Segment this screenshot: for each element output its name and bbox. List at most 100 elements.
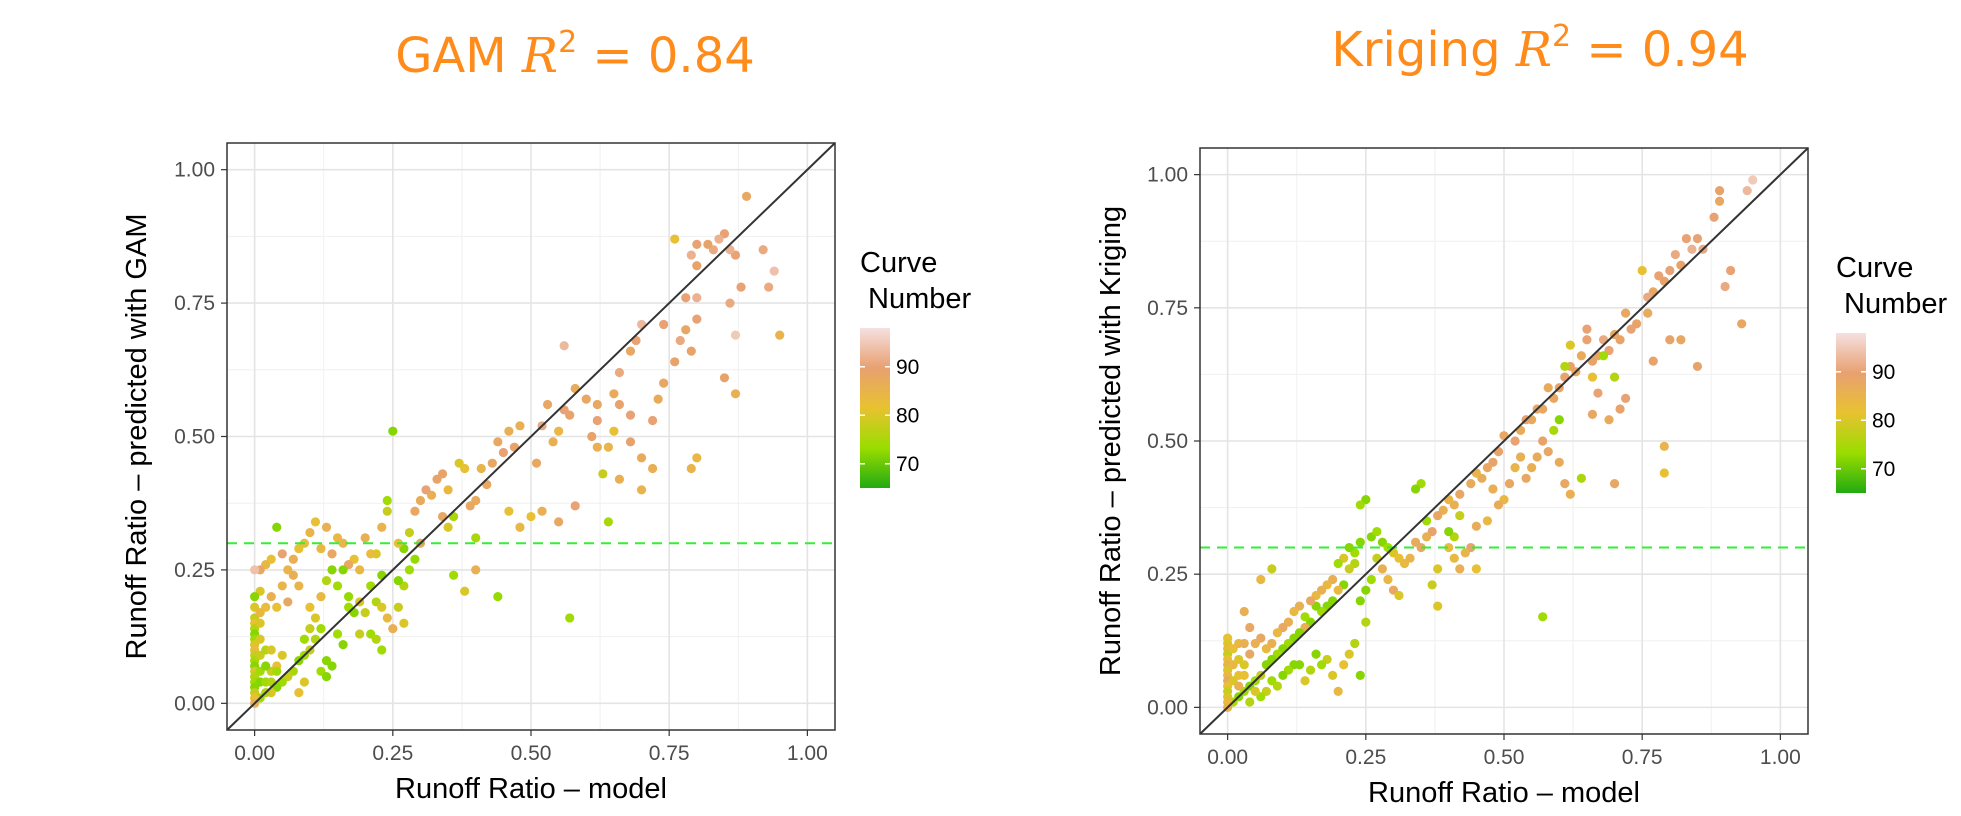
- x-tick-label: 0.75: [1622, 746, 1663, 769]
- data-point: [1593, 388, 1603, 398]
- data-point: [266, 591, 276, 602]
- data-point: [1648, 356, 1658, 366]
- data-point: [758, 245, 768, 255]
- data-point: [366, 549, 376, 559]
- data-point: [355, 629, 365, 639]
- data-point: [277, 581, 287, 591]
- data-point: [1455, 489, 1465, 499]
- title-prefix: Kriging: [1331, 22, 1516, 78]
- data-point: [421, 485, 431, 495]
- data-point: [1621, 308, 1631, 318]
- data-point: [1687, 244, 1697, 254]
- r2-exponent: 2: [558, 25, 577, 60]
- data-point: [1399, 558, 1410, 569]
- data-point: [1543, 383, 1553, 393]
- data-point: [321, 672, 332, 682]
- data-point: [1455, 510, 1465, 521]
- data-point: [681, 293, 691, 303]
- data-point: [294, 581, 304, 591]
- data-point: [1422, 532, 1432, 542]
- data-point: [1311, 649, 1321, 659]
- data-point: [636, 485, 647, 495]
- data-point: [1714, 186, 1725, 196]
- data-point: [410, 506, 420, 516]
- data-point: [393, 575, 403, 586]
- data-point: [1742, 186, 1752, 196]
- data-point: [393, 602, 403, 612]
- data-point: [659, 319, 669, 330]
- data-point: [1361, 617, 1371, 627]
- y-tick-label: 1.00: [1147, 164, 1188, 187]
- data-point: [1300, 676, 1310, 686]
- data-point: [736, 282, 746, 292]
- data-point: [1239, 606, 1249, 617]
- data-point: [404, 565, 414, 575]
- data-point: [272, 666, 282, 676]
- data-point: [305, 602, 315, 612]
- data-point: [272, 602, 282, 612]
- data-point: [653, 394, 663, 404]
- data-point: [377, 522, 387, 532]
- chart-title: Kriging R2 = 0.94: [1331, 19, 1748, 78]
- data-point: [686, 346, 696, 356]
- data-point: [554, 426, 564, 436]
- data-point: [272, 522, 282, 532]
- data-point: [1576, 351, 1586, 361]
- data-point: [316, 624, 326, 634]
- data-point: [432, 474, 442, 484]
- data-point: [382, 495, 392, 506]
- data-point: [1515, 452, 1526, 462]
- data-point: [741, 191, 752, 201]
- y-tick-label: 0.00: [174, 692, 215, 715]
- data-point: [775, 330, 785, 340]
- legend-title-line1: Curve: [860, 247, 937, 279]
- data-point: [625, 437, 636, 447]
- data-point: [570, 501, 580, 511]
- legend-colorbar: [1836, 333, 1866, 493]
- data-point: [388, 426, 398, 436]
- data-point: [1466, 479, 1476, 489]
- data-point: [531, 458, 542, 468]
- data-point: [1383, 574, 1393, 585]
- data-point: [1565, 340, 1575, 350]
- y-tick-label: 0.25: [174, 559, 215, 582]
- data-point: [360, 608, 370, 618]
- data-point: [1444, 542, 1454, 553]
- y-tick-label: 0.75: [174, 292, 215, 315]
- data-point: [344, 591, 354, 602]
- data-point: [1333, 585, 1343, 595]
- data-point: [415, 495, 426, 506]
- data-point: [255, 608, 265, 618]
- data-point: [1692, 361, 1703, 372]
- data-point: [1250, 686, 1260, 696]
- data-point: [1300, 612, 1310, 622]
- data-point: [377, 602, 387, 612]
- data-point: [1538, 436, 1548, 446]
- data-point: [1681, 233, 1691, 244]
- data-point: [1532, 452, 1542, 462]
- y-tick-label: 0.50: [1147, 430, 1188, 453]
- data-point: [1582, 335, 1592, 345]
- data-point: [493, 437, 503, 447]
- legend-tick-label: 90: [1872, 361, 1895, 384]
- data-point: [1587, 409, 1598, 419]
- data-point: [1654, 271, 1664, 281]
- data-point: [316, 591, 326, 602]
- data-point: [719, 373, 730, 383]
- data-point: [1234, 654, 1244, 665]
- data-point: [327, 549, 337, 559]
- data-point: [1433, 601, 1443, 611]
- data-point: [1471, 564, 1481, 574]
- data-point: [1305, 665, 1316, 675]
- data-point: [592, 399, 602, 410]
- data-point: [670, 234, 680, 244]
- data-point: [1394, 590, 1404, 601]
- data-point: [1637, 265, 1647, 276]
- x-tick-label: 0.50: [1484, 746, 1525, 769]
- data-point: [598, 469, 608, 479]
- legend: Curve Number 70 80 90: [1836, 252, 1947, 493]
- data-point: [294, 543, 304, 554]
- data-point: [648, 415, 658, 426]
- data-point: [1560, 479, 1570, 489]
- y-tick-label: 0.50: [174, 426, 215, 449]
